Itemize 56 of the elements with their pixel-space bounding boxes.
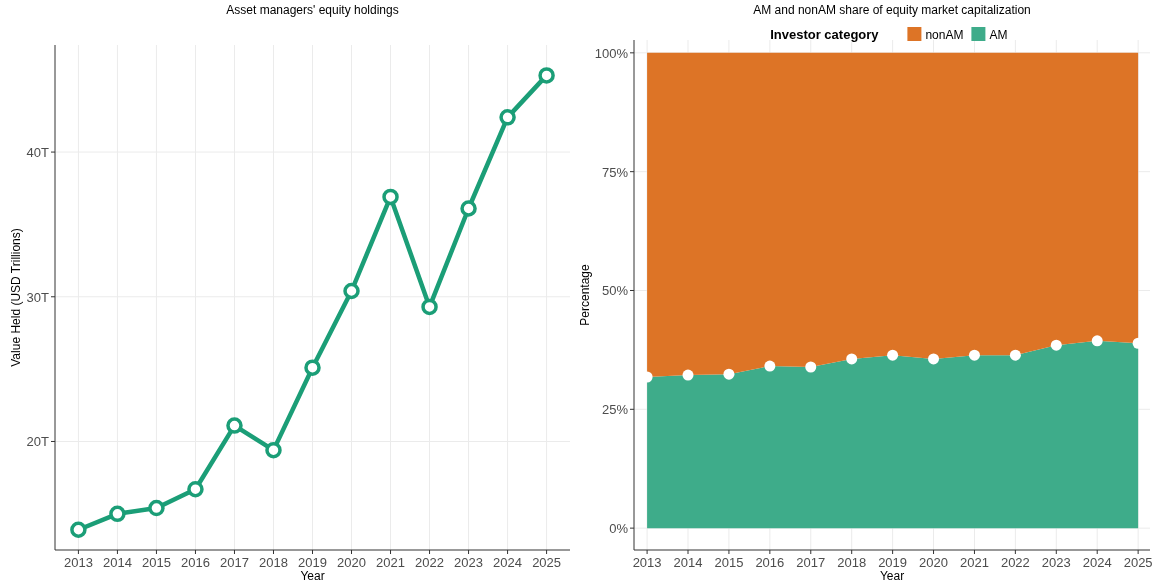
point <box>343 282 360 300</box>
y-tick-label: 0% <box>609 521 629 537</box>
x-tick-label: 2022 <box>1000 555 1030 570</box>
x-tick-label: 2018 <box>259 555 288 570</box>
point <box>538 67 555 84</box>
x-tick-label: 2015 <box>141 555 171 570</box>
x-tick-label: 2018 <box>837 555 867 570</box>
x-tick-label: 2016 <box>755 555 785 570</box>
point <box>304 359 321 376</box>
x-tick-label: 2021 <box>376 555 405 570</box>
point <box>460 200 477 217</box>
x-tick-label: 2017 <box>220 555 249 570</box>
x-tick-label: 2016 <box>180 555 210 570</box>
x-tick-label: 2013 <box>632 555 662 570</box>
x-tick-label: 2020 <box>919 555 948 570</box>
legend-title: Investor category <box>770 27 880 42</box>
x-axis-title: Year <box>300 569 325 583</box>
x-tick-label: 2015 <box>714 555 744 570</box>
point <box>226 417 243 434</box>
x-tick-label: 2024 <box>1082 555 1112 570</box>
x-tick-label: 2021 <box>959 555 989 570</box>
point <box>382 188 399 206</box>
y-tick-label: 40T <box>26 145 50 161</box>
x-tick-label: 2023 <box>1041 555 1071 570</box>
x-axis-title: Year <box>879 569 905 583</box>
point <box>499 109 516 126</box>
x-tick-label: 2019 <box>298 555 327 570</box>
x-tick-label: 2013 <box>63 555 93 570</box>
point <box>148 499 165 517</box>
x-tick-label: 2020 <box>337 555 366 570</box>
legend-label: nonAM <box>925 28 964 42</box>
y-tick-label: 25% <box>601 402 629 418</box>
y-tick-label: 100% <box>594 45 629 61</box>
x-tick-label: 2024 <box>493 555 523 570</box>
x-tick-label: 2019 <box>878 555 908 570</box>
legend-label: AM <box>989 28 1008 42</box>
x-tick-label: 2025 <box>532 555 562 570</box>
x-tick-label: 2014 <box>102 555 132 570</box>
x-tick-label: 2017 <box>796 555 826 570</box>
point <box>421 298 438 316</box>
chart-title: Asset managers' equity holdings <box>226 3 399 17</box>
y-tick-label: 50% <box>601 283 629 299</box>
x-tick-label: 2023 <box>454 555 484 570</box>
point <box>70 521 87 538</box>
y-tick-label: 75% <box>601 164 629 180</box>
point <box>265 441 282 459</box>
x-tick-label: 2014 <box>673 555 703 570</box>
chart-title: AM and nonAM share of equity market capitalization <box>753 3 1031 17</box>
point <box>109 505 126 523</box>
x-tick-label: 2022 <box>415 555 445 570</box>
y-tick-label: 30T <box>26 289 50 305</box>
x-tick-label: 2025 <box>1123 555 1153 570</box>
point <box>187 480 204 498</box>
y-tick-label: 20T <box>26 434 50 450</box>
y-axis-title: Value Held (USD Trillions) <box>9 228 23 367</box>
y-axis-title: Percentage <box>578 263 592 326</box>
